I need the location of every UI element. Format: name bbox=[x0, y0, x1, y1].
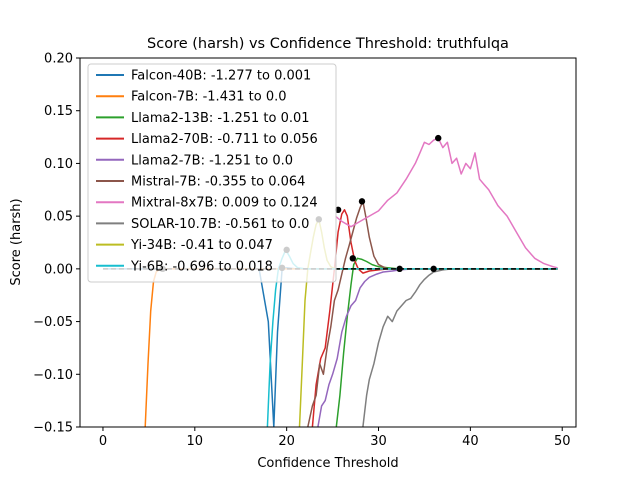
x-tick-label: 10 bbox=[187, 434, 204, 449]
y-tick-label: 0.10 bbox=[44, 157, 73, 172]
legend-entry-3: Llama2-70B: -0.711 to 0.056 bbox=[131, 132, 318, 147]
legend-entry-2: Llama2-13B: -1.251 to 0.01 bbox=[131, 111, 310, 126]
series-max-marker-5 bbox=[358, 198, 366, 205]
series-max-marker-4 bbox=[396, 265, 403, 273]
x-axis-label: Confidence Threshold bbox=[257, 456, 398, 471]
legend-box bbox=[87, 63, 337, 283]
legend-entry-0: Falcon-40B: -1.277 to 0.001 bbox=[131, 69, 311, 84]
y-tick-label: 0.00 bbox=[44, 262, 73, 277]
x-tick-label: 50 bbox=[554, 434, 571, 449]
x-axis: 0 10 20 30 40 50 bbox=[99, 427, 571, 449]
y-tick-label: −0.05 bbox=[33, 315, 73, 330]
plot-frame bbox=[79, 57, 577, 428]
legend-entry-5: Mistral-7B: -0.355 to 0.064 bbox=[131, 175, 305, 190]
series-max-marker-6 bbox=[435, 134, 442, 142]
legend-entry-4: Llama2-7B: -1.251 to 0.0 bbox=[131, 153, 293, 168]
x-tick-label: 0 bbox=[99, 434, 107, 449]
series-line-7 bbox=[362, 268, 558, 427]
y-tick-label: 0.15 bbox=[44, 104, 73, 119]
legend-entry-8: Yi-34B: -0.41 to 0.047 bbox=[130, 238, 273, 253]
legend-entry-7: SOLAR-10.7B: -0.561 to 0.0 bbox=[131, 217, 309, 232]
legend-entry-6: Mixtral-8x7B: 0.009 to 0.124 bbox=[131, 196, 318, 211]
series-max-marker-3 bbox=[334, 206, 342, 214]
x-tick-label: 30 bbox=[370, 434, 387, 449]
x-tick-label: 20 bbox=[278, 434, 295, 449]
legend-entry-1: Falcon-7B: -1.431 to 0.0 bbox=[131, 90, 287, 105]
y-tick-label: −0.15 bbox=[33, 421, 73, 436]
y-tick-label: −0.10 bbox=[33, 368, 73, 383]
y-tick-label: 0.20 bbox=[44, 52, 73, 67]
legend: Falcon-40B: -1.277 to 0.001 Falcon-7B: -1… bbox=[87, 63, 337, 283]
series-max-marker-7 bbox=[430, 265, 437, 273]
y-axis-label: Score (harsh) bbox=[9, 198, 24, 285]
series-line-6 bbox=[334, 137, 558, 269]
y-tick-label: 0.05 bbox=[44, 210, 73, 225]
series-max-marker-2 bbox=[349, 255, 356, 262]
legend-entry-9: Yi-6B: -0.696 to 0.018 bbox=[130, 259, 273, 274]
chart-title: Score (harsh) vs Confidence Threshold: t… bbox=[147, 36, 509, 52]
x-tick-label: 40 bbox=[462, 434, 479, 449]
y-axis: −0.15 −0.10 −0.05 0.00 0.05 0.10 0.15 0.20 bbox=[33, 52, 80, 436]
